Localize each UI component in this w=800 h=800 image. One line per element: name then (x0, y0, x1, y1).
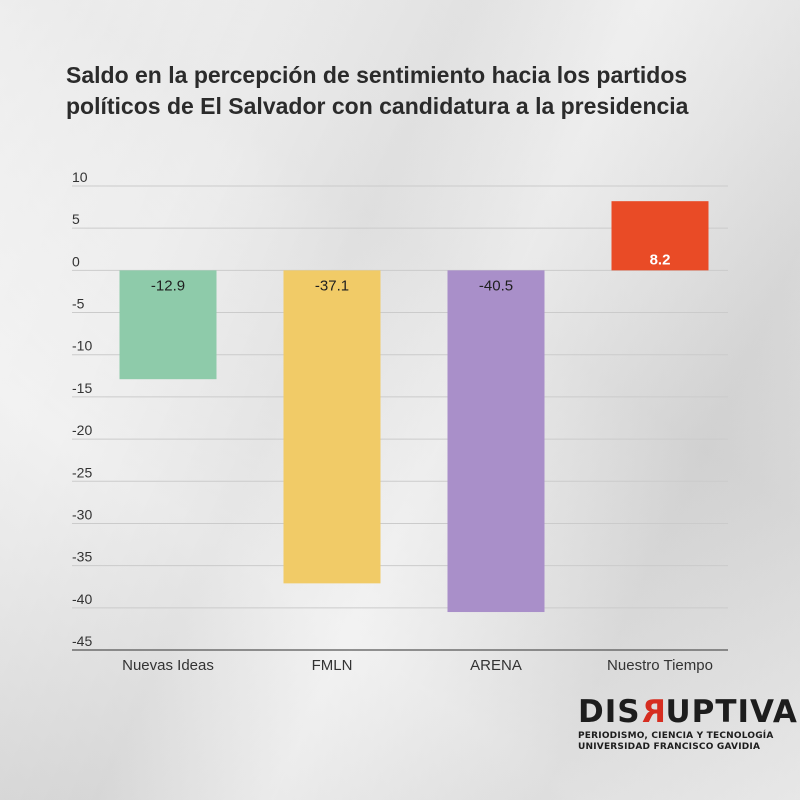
y-tick-label-10: -40 (72, 591, 92, 607)
logo-wordmark: DISRUPTIVA (578, 693, 797, 731)
bar-3 (611, 201, 709, 271)
y-tick-label-0: 10 (72, 169, 88, 185)
data-label-3: 8.2 (650, 251, 671, 268)
logo-word-end: UPTIVA (665, 694, 798, 730)
data-label-0: -12.9 (151, 277, 185, 294)
bar-0 (119, 270, 217, 380)
y-tick-label-1: 5 (72, 211, 80, 227)
chart-title: Saldo en la percepción de sentimiento ha… (66, 62, 689, 119)
y-tick-label-6: -20 (72, 422, 92, 438)
y-tick-label-8: -30 (72, 506, 92, 522)
data-label-2: -40.5 (479, 277, 513, 294)
y-tick-label-7: -25 (72, 464, 92, 480)
bar-1 (283, 270, 381, 584)
data-label-1: -37.1 (315, 277, 349, 294)
y-tick-label-11: -45 (72, 633, 92, 649)
x-tick-label-3: Nuestro Tiempo (607, 657, 713, 674)
y-tick-label-9: -35 (72, 549, 92, 565)
bar-2 (447, 270, 545, 613)
x-tick-label-1: FMLN (312, 657, 353, 674)
y-tick-label-3: -5 (72, 296, 85, 312)
y-tick-label-5: -15 (72, 380, 92, 396)
y-tick-label-4: -10 (72, 338, 92, 354)
logo-university: UNIVERSIDAD FRANCISCO GAVIDIA (578, 742, 761, 752)
disruptiva-logo: DISRUPTIVA PERIODISMO, CIENCIA Y TECNOLO… (578, 693, 797, 753)
logo-tagline: PERIODISMO, CIENCIA Y TECNOLOGÍA (578, 731, 774, 741)
x-tick-label-2: ARENA (470, 657, 522, 674)
y-tick-label-2: 0 (72, 253, 80, 269)
x-tick-label-0: Nuevas Ideas (122, 657, 214, 674)
logo-word-start: DIS (578, 694, 641, 730)
logo-word-mirrored-letter: R (640, 694, 666, 730)
